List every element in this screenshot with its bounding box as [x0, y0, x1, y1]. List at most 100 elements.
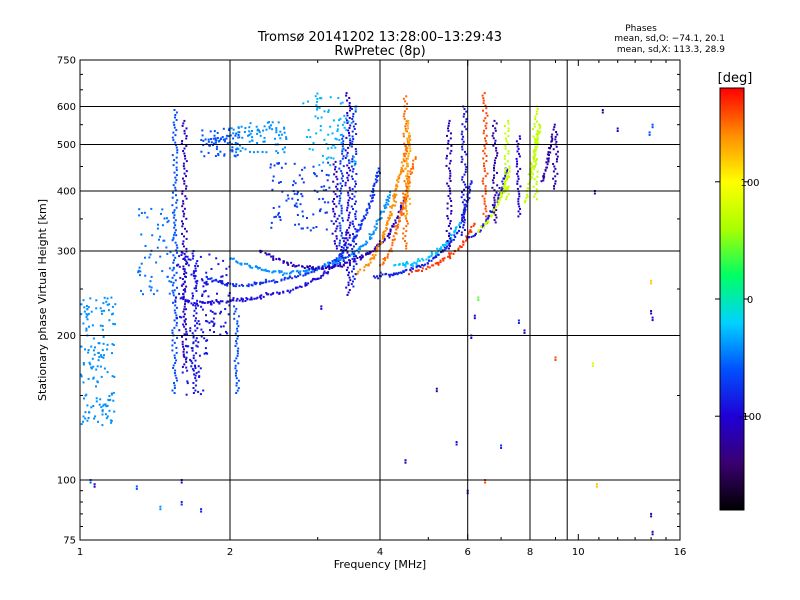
- trace-point: [386, 220, 389, 223]
- trace-point: [542, 175, 545, 178]
- cluster-point: [291, 197, 294, 200]
- trace-point: [275, 258, 278, 261]
- column-point: [406, 187, 409, 190]
- trace-point: [265, 253, 268, 256]
- column-point: [174, 374, 177, 377]
- column-point: [402, 212, 405, 215]
- cluster-point: [274, 137, 276, 140]
- trace-point: [453, 234, 456, 237]
- column-point: [347, 216, 350, 219]
- trace-point: [421, 267, 424, 270]
- trace-point: [492, 211, 495, 214]
- cluster-point: [213, 322, 216, 325]
- cluster-point: [182, 292, 185, 295]
- trace-point: [392, 194, 395, 197]
- trace-point: [290, 270, 293, 273]
- column-point: [354, 163, 357, 165]
- trace-point: [369, 261, 372, 264]
- column-point: [341, 175, 344, 178]
- cluster-point: [179, 315, 181, 318]
- cluster-point: [224, 321, 227, 324]
- column-point: [482, 132, 485, 135]
- cluster-point: [335, 138, 338, 141]
- trace-point: [297, 264, 300, 267]
- scatter-point: [320, 307, 323, 310]
- trace-point: [443, 249, 446, 252]
- column-point: [195, 352, 198, 355]
- cluster-point: [176, 317, 178, 320]
- column-point: [338, 199, 341, 202]
- trace-point: [365, 240, 368, 243]
- trace-point: [430, 259, 433, 262]
- trace-point: [315, 267, 317, 270]
- cluster-point: [306, 136, 309, 138]
- trace-point: [241, 300, 244, 303]
- column-point: [505, 140, 508, 143]
- cluster-point: [155, 261, 158, 264]
- cluster-point: [228, 127, 231, 130]
- trace-point: [187, 301, 190, 304]
- column-point: [507, 135, 510, 138]
- trace-point: [286, 262, 289, 265]
- trace-point: [235, 260, 238, 263]
- cluster-point: [177, 263, 180, 266]
- trace-point: [317, 277, 320, 280]
- column-point: [349, 124, 352, 127]
- cluster-point: [193, 373, 196, 376]
- column-point: [335, 205, 338, 208]
- cluster-point: [249, 122, 252, 125]
- trace-point: [373, 184, 376, 187]
- column-point: [349, 169, 352, 172]
- trace-point: [441, 250, 444, 253]
- trace-point: [341, 256, 344, 259]
- column-point: [183, 172, 186, 175]
- column-point: [483, 170, 486, 173]
- trace-point: [402, 271, 405, 273]
- column-point: [406, 137, 409, 140]
- cluster-point: [269, 163, 272, 166]
- trace-point: [472, 235, 475, 238]
- cluster-point: [329, 96, 332, 99]
- column-point: [184, 157, 187, 160]
- cluster-point: [82, 362, 85, 364]
- trace-point: [478, 230, 481, 233]
- scatter-point: [651, 316, 654, 319]
- cluster-point: [107, 309, 110, 312]
- column-point: [484, 124, 487, 127]
- column-point: [196, 299, 199, 302]
- cluster-point: [205, 320, 208, 322]
- cluster-point: [255, 125, 258, 128]
- column-point: [462, 140, 465, 143]
- cluster-point: [149, 289, 152, 292]
- trace-point: [452, 252, 455, 255]
- cluster-point: [318, 106, 321, 109]
- column-point: [448, 237, 451, 240]
- trace-point: [395, 272, 398, 275]
- cluster-point: [100, 375, 103, 378]
- column-point: [237, 362, 240, 365]
- trace-point: [462, 241, 465, 244]
- column-point: [493, 159, 496, 162]
- column-point: [344, 156, 347, 159]
- cluster-point: [185, 276, 187, 278]
- cluster-point: [87, 349, 90, 352]
- trace-point: [372, 187, 375, 190]
- trace-point: [529, 178, 532, 181]
- scatter-point: [616, 130, 619, 132]
- column-point: [554, 135, 557, 138]
- trace-point: [343, 249, 346, 252]
- column-point: [173, 354, 176, 357]
- trace-point: [375, 220, 378, 223]
- cluster-point: [278, 205, 281, 208]
- trace-point: [339, 265, 342, 268]
- trace-point: [398, 263, 401, 266]
- column-point: [236, 330, 239, 333]
- trace-point: [340, 248, 343, 251]
- column-point: [185, 135, 188, 137]
- trace-point: [394, 232, 397, 235]
- column-point: [171, 284, 174, 287]
- trace-point: [345, 231, 348, 234]
- trace-point: [388, 218, 391, 221]
- cluster-point: [258, 131, 261, 134]
- cluster-point: [201, 279, 204, 282]
